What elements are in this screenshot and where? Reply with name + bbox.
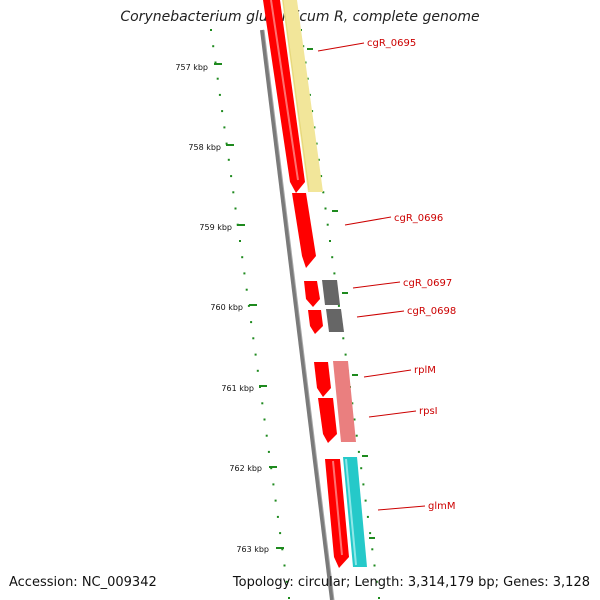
outer-gene-marks	[307, 48, 375, 539]
gene-arrow-cgR_0698[interactable]	[308, 310, 323, 334]
gene-arrow-glmM[interactable]	[325, 459, 349, 568]
map-title: Corynebacterium glutamicum R, complete g…	[120, 9, 480, 25]
tick-label-760: 760 kbp	[210, 303, 243, 312]
leader-rplM	[363, 369, 412, 378]
gene-label-rplM[interactable]: rplM	[414, 365, 436, 376]
leader-cgR_0698	[356, 310, 405, 318]
gene-arrow-cgR_0697[interactable]	[304, 281, 320, 307]
tick-label-758: 758 kbp	[188, 143, 221, 152]
kbp-ticks: 757 kbp 758 kbp 759 kbp 760 kbp 761 kbp …	[175, 63, 284, 554]
tick-label-761: 761 kbp	[221, 384, 254, 393]
cds-box-cgR_0698[interactable]	[326, 309, 344, 332]
gene-arrow-cgR_0695[interactable]	[263, 0, 305, 193]
gene-label-glmM[interactable]: glmM	[428, 501, 456, 512]
tick-label-759: 759 kbp	[199, 223, 232, 232]
tick-label-757: 757 kbp	[175, 63, 208, 72]
gene-label-cgR_0697[interactable]: cgR_0697	[403, 278, 452, 289]
leader-glmM	[377, 505, 426, 511]
backbone-highlight	[263, 29, 335, 600]
leader-cgR_0697	[352, 281, 401, 289]
gene-labels: cgR_0695 cgR_0696 cgR_0697 cgR_0698 rplM…	[367, 38, 456, 512]
tick-label-763: 763 kbp	[236, 545, 269, 554]
label-leaders	[317, 42, 426, 511]
leader-cgR_0696	[344, 216, 392, 226]
cds-box-cgR_0697[interactable]	[322, 280, 340, 305]
gene-label-rpsI[interactable]: rpsI	[419, 406, 438, 417]
genome-info-text: Topology: circular; Length: 3,314,179 bp…	[232, 575, 590, 590]
gene-label-cgR_0698[interactable]: cgR_0698	[407, 306, 456, 317]
cds-box-rplM-rpsI[interactable]	[333, 361, 356, 442]
gene-arrow-rplM[interactable]	[314, 362, 331, 397]
cds-box-cgR_0695[interactable]	[282, 0, 323, 192]
leader-cgR_0695	[317, 42, 365, 52]
coordinate-rail-inner	[210, 29, 290, 599]
genome-backbone	[260, 29, 334, 600]
leader-rpsI	[368, 410, 417, 418]
cds-box-edge-glmM	[345, 458, 357, 566]
gene-highlight-glmM	[332, 460, 343, 556]
cds-track	[282, 0, 367, 567]
gene-arrow-rpsI[interactable]	[318, 398, 337, 443]
gene-label-cgR_0696[interactable]: cgR_0696	[394, 213, 443, 224]
gene-label-cgR_0695[interactable]: cgR_0695	[367, 38, 416, 49]
cds-box-edge-cgR_0695	[282, 0, 310, 191]
gene-track	[263, 0, 349, 568]
gene-highlight-cgR_0695	[270, 0, 299, 181]
tick-label-762: 762 kbp	[229, 464, 262, 473]
accession-text: Accession: NC_009342	[9, 575, 157, 590]
gene-arrow-cgR_0696[interactable]	[292, 193, 316, 268]
